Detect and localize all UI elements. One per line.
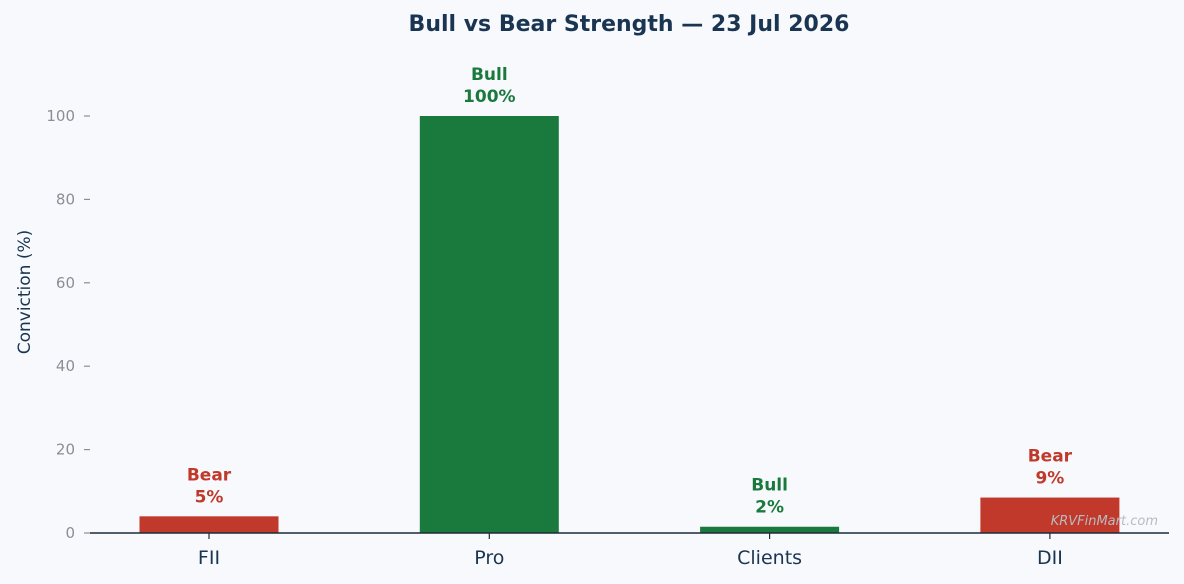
data-label-value: 9% [1035, 469, 1064, 489]
x-tick-label: Clients [737, 547, 802, 569]
data-label-value: 5% [195, 487, 224, 507]
bar-pro [419, 116, 559, 533]
y-axis-label: Conviction (%) [15, 230, 35, 355]
bar-fii [139, 516, 279, 533]
chart-title: Bull vs Bear Strength — 23 Jul 2026 [409, 12, 850, 37]
data-label-sentiment: Bear [187, 465, 232, 485]
x-tick-label: DII [1037, 547, 1063, 569]
y-tick-label: 0 [65, 524, 75, 542]
watermark: KRVFinMart.com [1051, 514, 1158, 529]
x-tick-label: FII [198, 547, 220, 569]
y-tick-label: 80 [56, 190, 75, 208]
bar-dii [980, 497, 1120, 533]
x-tick-label: Pro [474, 547, 504, 569]
data-label-sentiment: Bull [751, 476, 788, 496]
data-label-value: 100% [463, 87, 516, 107]
bar-clients [700, 526, 840, 533]
data-label-value: 2% [755, 498, 784, 518]
y-tick-label: 40 [56, 357, 75, 375]
y-tick-label: 100 [46, 107, 75, 125]
bars [139, 116, 1120, 533]
x-axis: FII Pro Clients DII [90, 532, 1169, 569]
data-label-sentiment: Bear [1028, 447, 1073, 467]
y-tick-label: 20 [56, 441, 75, 459]
y-axis: 0 20 40 60 80 100 [46, 107, 90, 542]
data-label-sentiment: Bull [471, 65, 508, 85]
y-tick-label: 60 [56, 274, 75, 292]
